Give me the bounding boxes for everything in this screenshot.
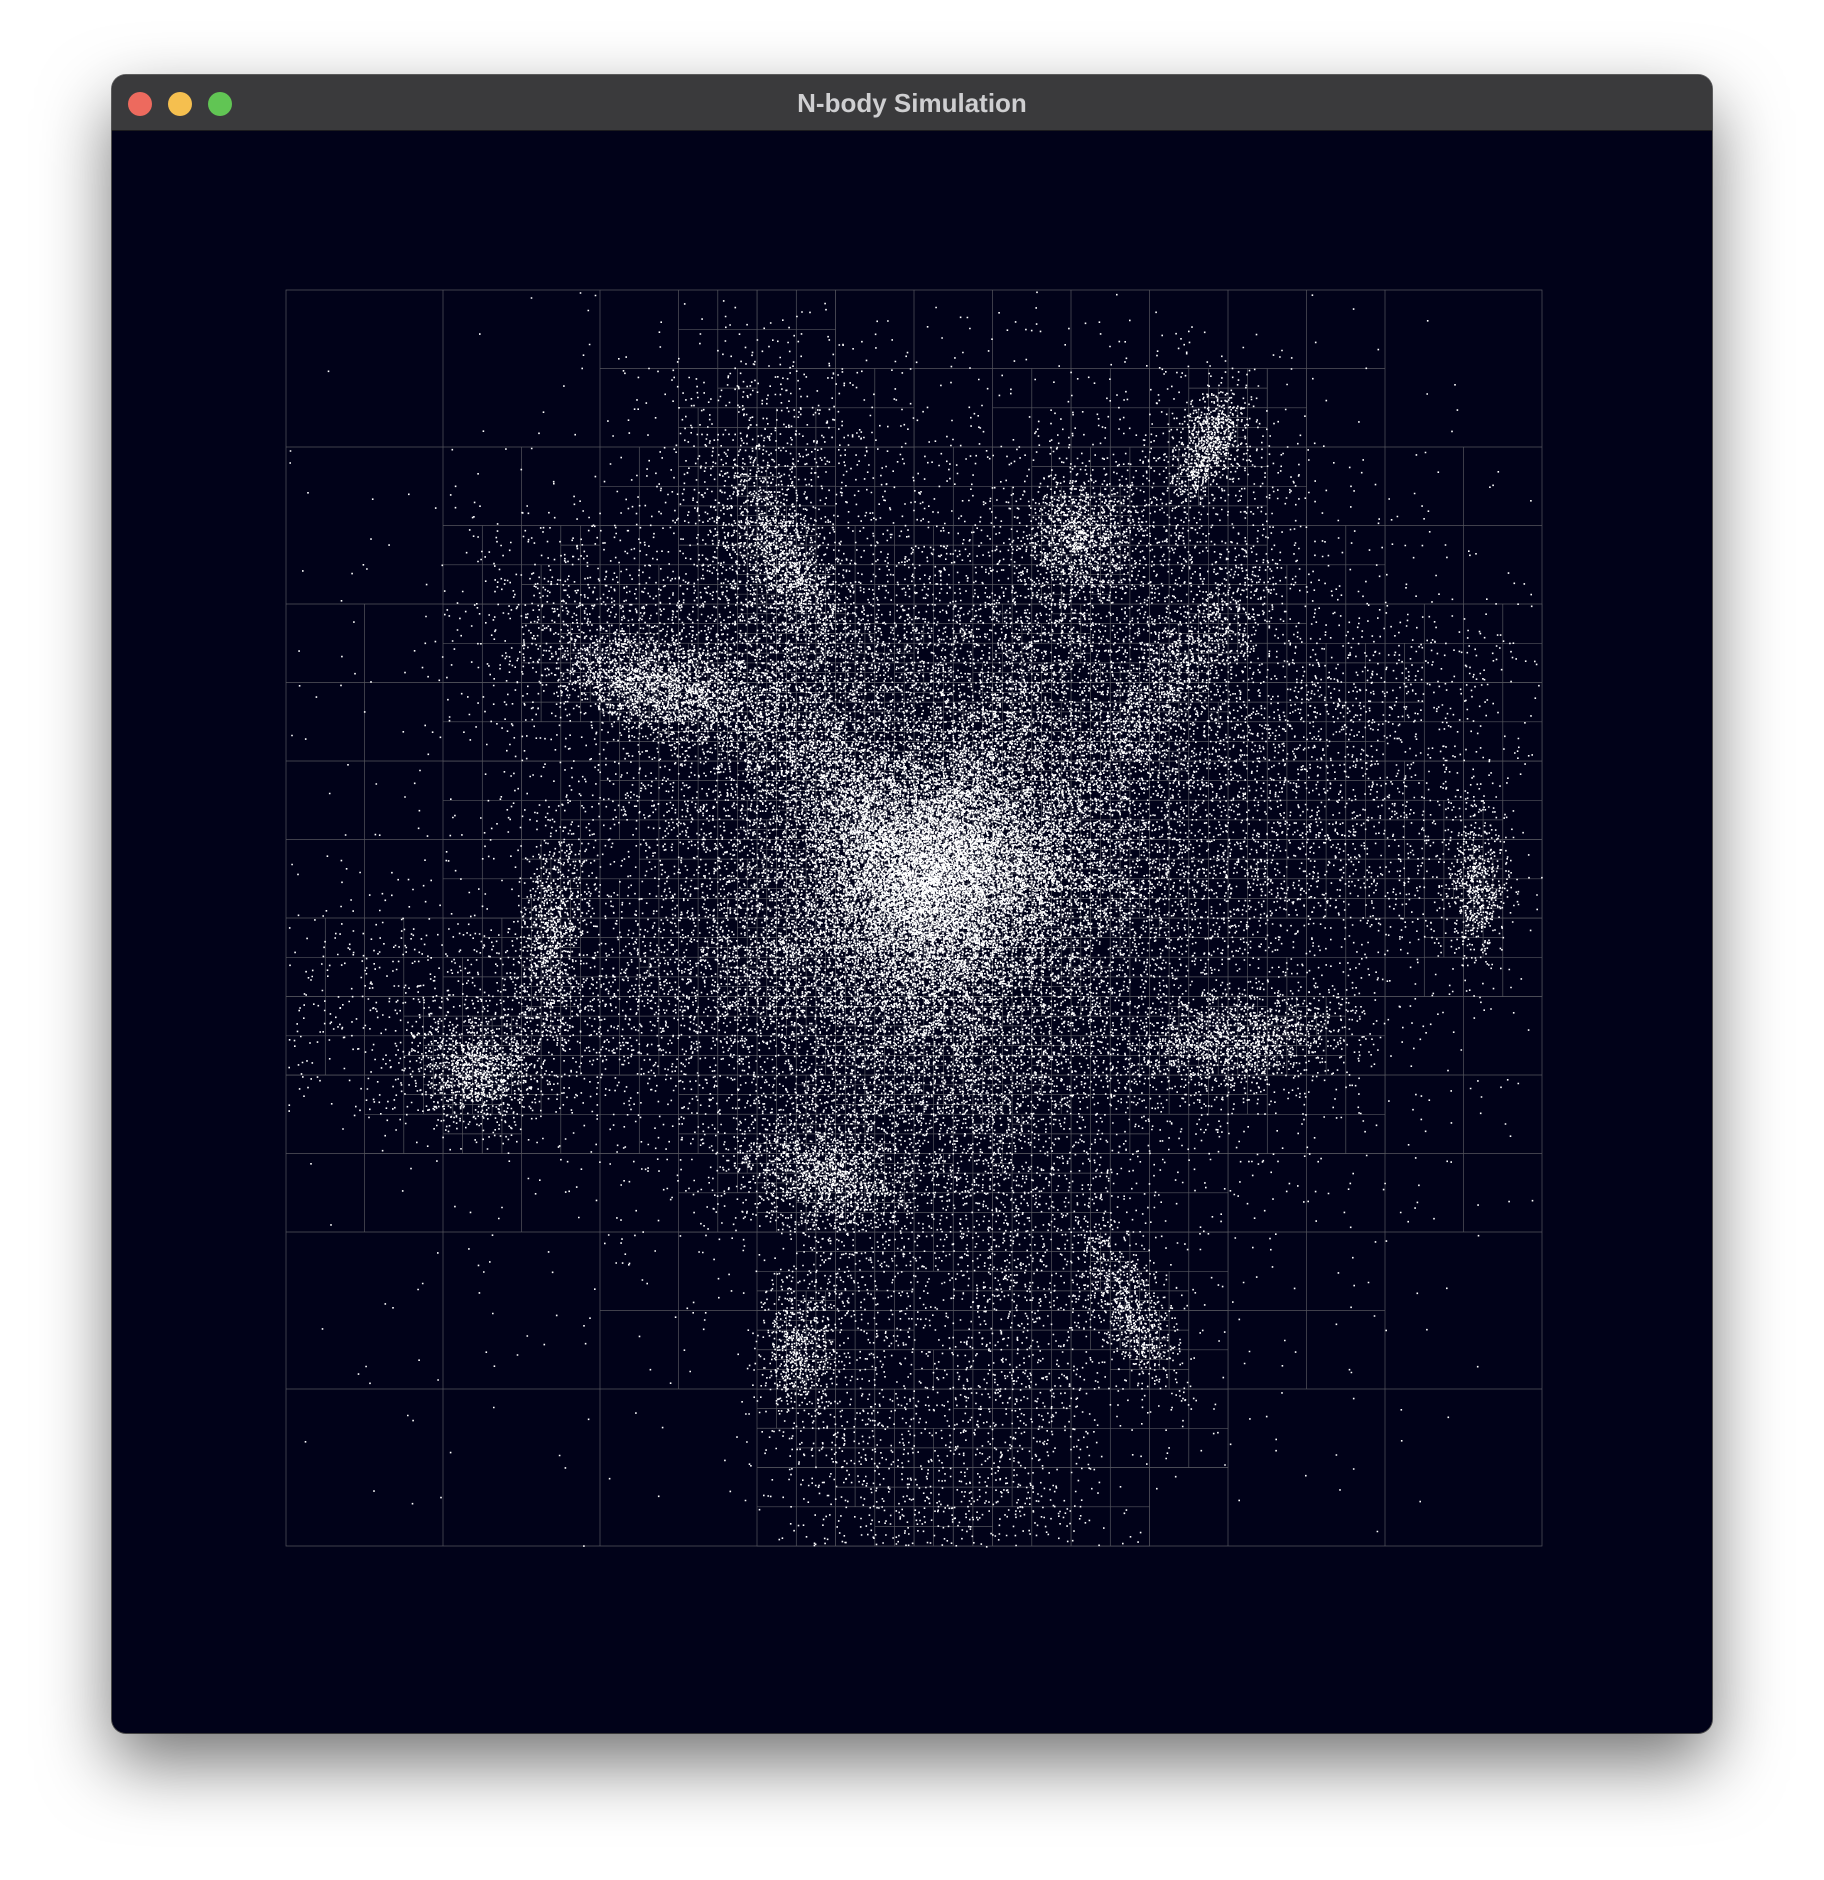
particle-field [288,291,1543,1548]
particles [288,291,1543,1548]
minimize-button[interactable] [168,92,192,116]
close-button[interactable] [128,92,152,116]
app-window: N-body Simulation [112,75,1712,1733]
window-title: N-body Simulation [797,88,1027,118]
zoom-button[interactable] [208,92,232,116]
quadtree-cells [285,289,1543,1547]
simulation-canvas[interactable] [112,131,1712,1733]
simulation-view [285,289,1543,1548]
title-bar[interactable]: N-body Simulation [112,75,1712,131]
quadtree-grid [285,289,1543,1547]
